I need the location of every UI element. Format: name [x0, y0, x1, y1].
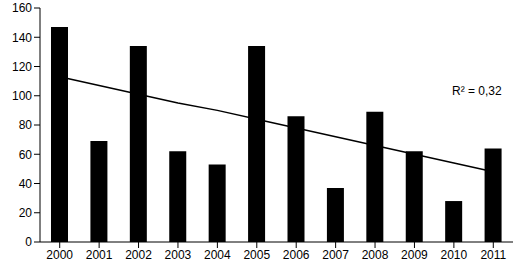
svg-text:100: 100	[12, 89, 32, 103]
svg-text:2011: 2011	[480, 248, 506, 262]
svg-text:2005: 2005	[243, 248, 270, 262]
svg-text:140: 140	[12, 31, 32, 45]
svg-text:2008: 2008	[362, 248, 389, 262]
svg-text:2001: 2001	[86, 248, 113, 262]
svg-text:2007: 2007	[322, 248, 349, 262]
svg-text:2006: 2006	[283, 248, 310, 262]
svg-text:2000: 2000	[46, 248, 73, 262]
svg-text:2004: 2004	[204, 248, 231, 262]
svg-text:2002: 2002	[125, 248, 152, 262]
svg-text:60: 60	[19, 148, 33, 162]
svg-text:0: 0	[25, 235, 32, 249]
svg-text:2010: 2010	[441, 248, 468, 262]
svg-text:2003: 2003	[165, 248, 192, 262]
html-text:R² = 0,32: R² = 0,32	[452, 84, 502, 98]
svg-text:40: 40	[19, 177, 33, 191]
svg-text:160: 160	[12, 1, 32, 15]
svg-text:120: 120	[12, 60, 32, 74]
svg-text:2009: 2009	[401, 248, 428, 262]
svg-text:20: 20	[19, 206, 33, 220]
svg-text:80: 80	[19, 118, 33, 132]
